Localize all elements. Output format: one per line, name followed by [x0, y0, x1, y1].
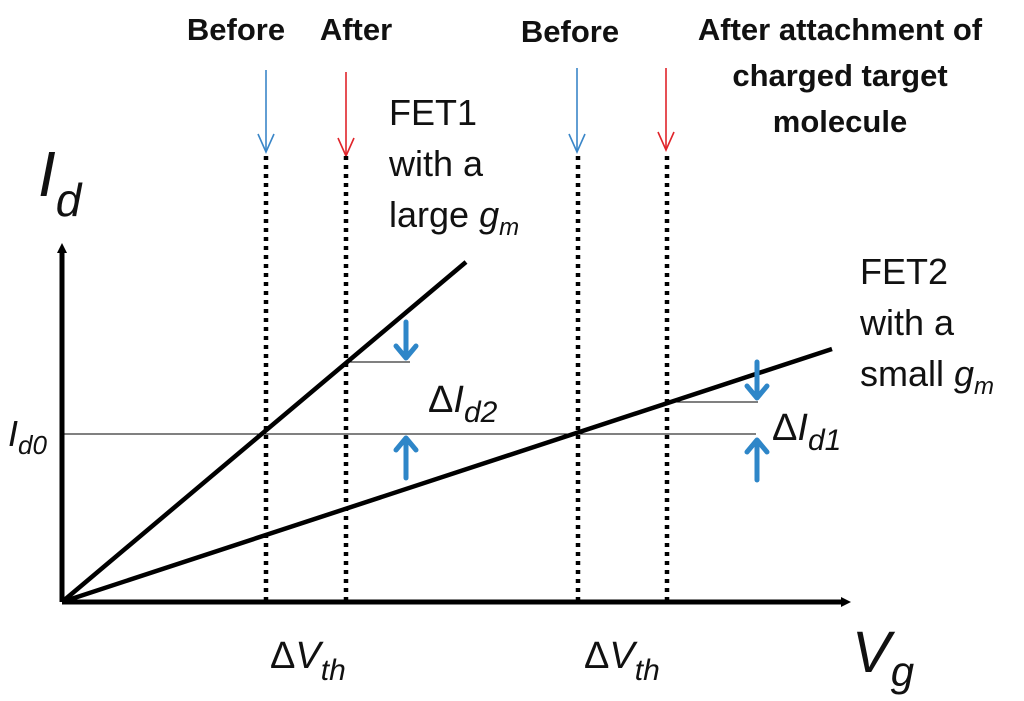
- fet1-current-down-arrow: [393, 319, 419, 361]
- delta-id1-label: ΔId1: [772, 407, 841, 457]
- id0-symbol: I: [8, 413, 18, 454]
- after-pointer-arrow-left: [337, 72, 355, 158]
- after-attachment-label-line1: After attachment of: [698, 12, 983, 47]
- delta-id1-symbol: I: [797, 407, 808, 449]
- fet2-label-line1: FET2: [860, 251, 948, 292]
- before-label-left: Before: [187, 12, 285, 47]
- before-label-right: Before: [521, 14, 619, 49]
- delta-id2-label: ΔId2: [428, 379, 498, 429]
- fet1-gm-subscript: m: [499, 214, 519, 241]
- fet2-label-line3: small gm: [860, 353, 994, 400]
- fet2-current-up-arrow: [744, 437, 770, 483]
- delta-id2-delta: Δ: [428, 379, 453, 421]
- fet2-size-word: small: [860, 353, 954, 394]
- fet2-transfer-line: [61, 346, 833, 605]
- delta-id1-subscript: d1: [808, 424, 841, 457]
- after-label-left: After: [320, 12, 392, 47]
- delta-vth-left-delta: Δ: [270, 635, 295, 677]
- id0-label: Id0: [8, 413, 47, 460]
- x-axis-subscript: g: [891, 648, 914, 695]
- x-axis-symbol: V: [852, 620, 896, 685]
- y-axis-symbol: I: [38, 138, 56, 210]
- x-axis-label: Vg: [852, 620, 914, 695]
- id0-subscript: d0: [18, 430, 47, 460]
- fet2-label-line2: with a: [859, 302, 955, 343]
- fet1-size-word: large: [389, 194, 479, 235]
- fet2-gm-symbol: g: [954, 353, 974, 394]
- delta-id2-subscript: d2: [464, 396, 498, 429]
- before-pointer-arrow-right: [568, 68, 586, 154]
- delta-vth-left-symbol: V: [295, 635, 324, 677]
- before-pointer-arrow-left: [257, 70, 275, 154]
- fet1-gm-symbol: g: [479, 194, 499, 235]
- after-attachment-label-line2: charged target: [732, 58, 947, 93]
- delta-id1-delta: Δ: [772, 407, 797, 449]
- after-attachment-label-line3: molecule: [773, 104, 907, 139]
- delta-vth-label-right: ΔVth: [584, 635, 660, 687]
- fet1-label-line1: FET1: [389, 92, 477, 133]
- delta-vth-right-delta: Δ: [584, 635, 609, 677]
- delta-vth-right-subscript: th: [635, 654, 660, 687]
- after-pointer-arrow-right: [657, 68, 675, 152]
- delta-vth-label-left: ΔVth: [270, 635, 346, 687]
- fet1-label-line2: with a: [388, 143, 484, 184]
- fet1-transfer-line: [60, 260, 468, 604]
- y-axis-label: Id: [38, 138, 83, 226]
- fet2-gm-subscript: m: [974, 373, 994, 400]
- fet2-current-down-arrow: [744, 359, 770, 401]
- y-axis-subscript: d: [56, 174, 83, 226]
- delta-id2-symbol: I: [453, 379, 464, 421]
- fet1-current-up-arrow: [393, 435, 419, 481]
- delta-vth-right-symbol: V: [609, 635, 638, 677]
- delta-vth-left-subscript: th: [321, 654, 346, 687]
- fet1-label-line3: large gm: [389, 194, 519, 241]
